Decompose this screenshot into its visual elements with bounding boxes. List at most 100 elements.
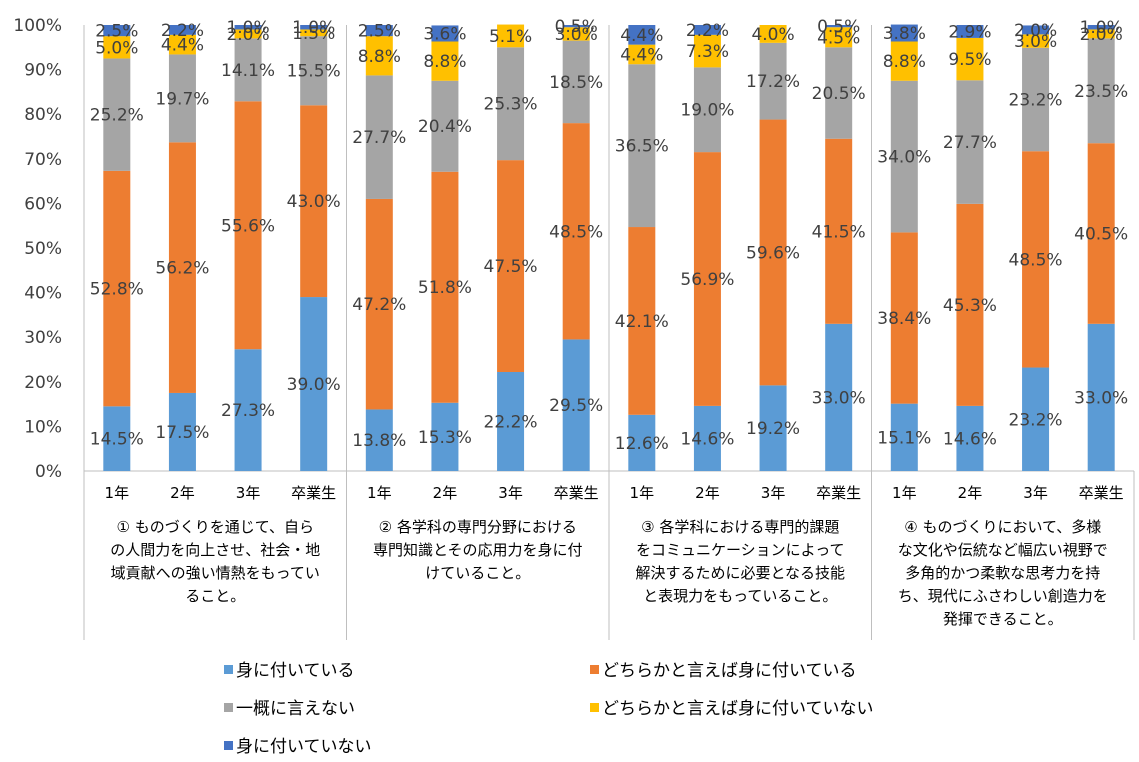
y-tick-label: 60% xyxy=(24,194,62,214)
y-tick-label: 30% xyxy=(24,328,62,348)
bar-segment xyxy=(825,47,853,139)
legend-label: 一概に言えない xyxy=(236,699,355,719)
bar-segment xyxy=(1087,323,1115,471)
data-label: 23.2% xyxy=(1009,410,1063,430)
data-label: 33.0% xyxy=(1074,388,1128,408)
data-label: 19.0% xyxy=(680,101,734,121)
y-tick-label: 10% xyxy=(24,417,62,437)
data-label: 13.8% xyxy=(352,431,406,451)
bar-segment xyxy=(693,34,721,68)
bar-segment xyxy=(431,402,459,471)
data-label: 4.4% xyxy=(620,45,663,65)
bar-segment xyxy=(890,80,918,233)
data-label: 19.2% xyxy=(746,419,800,439)
group-label-line: な文化や伝統など幅広い視野で xyxy=(898,541,1108,559)
group-label-line: ること。 xyxy=(185,587,245,605)
bar-segment xyxy=(168,54,196,143)
bar-segment xyxy=(365,25,393,37)
category-label: 1年 xyxy=(630,484,655,502)
bar-segment xyxy=(431,25,459,42)
bar-segment xyxy=(103,36,131,59)
legend-swatch xyxy=(590,703,599,712)
bar-segment xyxy=(1022,151,1050,368)
bar-segment xyxy=(562,40,590,124)
bar-segment xyxy=(1022,47,1050,152)
group-label-line: 多角的かつ柔軟な思考力を持 xyxy=(905,564,1100,582)
data-label: 0.5% xyxy=(817,17,860,37)
group-label-line: 域貢献への強い情熱をもってい xyxy=(111,564,320,582)
data-label: 12.6% xyxy=(615,434,669,454)
group-label-line: の人間力を向上させ、社会・地 xyxy=(110,541,320,559)
bar-segment xyxy=(1022,25,1050,35)
bar-segment xyxy=(562,123,590,340)
group-label-line: と表現力をもっていること。 xyxy=(643,587,837,605)
category-label: 2年 xyxy=(958,484,983,502)
data-label: 48.5% xyxy=(549,222,603,242)
category-label: 3年 xyxy=(236,484,261,502)
bar-segment xyxy=(1022,34,1050,48)
legend-label: 身に付いていない xyxy=(236,737,372,757)
data-label: 15.3% xyxy=(418,428,472,448)
data-label: 4.4% xyxy=(620,26,663,46)
y-tick-label: 80% xyxy=(24,105,62,125)
legend-swatch xyxy=(224,741,233,750)
bar-segment xyxy=(693,152,721,406)
bar-segment xyxy=(234,101,262,350)
data-label: 3.8% xyxy=(883,24,926,44)
bar-segment xyxy=(956,203,984,406)
bar-segment xyxy=(956,37,984,81)
bar-segment xyxy=(759,119,787,386)
data-label: 56.9% xyxy=(680,270,734,290)
data-label: 2.0% xyxy=(1014,21,1057,41)
bar-segment xyxy=(365,75,393,199)
data-label: 55.6% xyxy=(221,216,275,236)
bar-segment xyxy=(562,27,590,41)
data-label: 51.8% xyxy=(418,278,472,298)
bar-segment xyxy=(168,392,196,471)
bar-segment xyxy=(759,25,787,43)
data-label: 2.2% xyxy=(686,21,729,41)
y-tick-label: 90% xyxy=(24,61,62,81)
data-label: 47.2% xyxy=(352,295,406,315)
data-label: 2.0% xyxy=(226,25,269,45)
bar-segment xyxy=(300,297,328,471)
bar-segment xyxy=(234,38,262,102)
data-label: 1.5% xyxy=(292,24,335,44)
bar-segment xyxy=(759,385,787,471)
data-label: 23.2% xyxy=(1009,90,1063,110)
bar-segment xyxy=(365,198,393,410)
bar-segment xyxy=(890,232,918,404)
data-label: 5.0% xyxy=(95,38,138,58)
bar-segment xyxy=(890,403,918,471)
bar-segment xyxy=(628,44,656,65)
data-label: 43.0% xyxy=(287,192,341,212)
data-label: 14.6% xyxy=(943,429,997,449)
data-label: 2.5% xyxy=(358,22,401,42)
y-tick-label: 20% xyxy=(24,373,62,393)
data-label: 19.7% xyxy=(155,89,209,109)
data-label: 36.5% xyxy=(615,137,669,157)
bar-segment xyxy=(628,227,656,415)
bar-segment xyxy=(825,27,853,48)
bar-segment xyxy=(825,25,853,28)
data-label: 27.7% xyxy=(352,128,406,148)
bar-segment xyxy=(103,58,131,171)
data-label: 2.2% xyxy=(161,21,204,41)
category-label: 1年 xyxy=(892,484,917,502)
bar-segment xyxy=(431,171,459,403)
bar-segment xyxy=(759,42,787,120)
data-label: 3.0% xyxy=(1014,32,1057,52)
bar-segment xyxy=(300,36,328,106)
bar-segment xyxy=(693,405,721,471)
y-tick-label: 100% xyxy=(13,16,62,36)
category-label: 卒業生 xyxy=(554,484,599,502)
group-label-line: ① ものづくりを通じて、自ら xyxy=(117,518,314,536)
category-label: 2年 xyxy=(695,484,720,502)
legend-label: どちらかと言えば身に付いている xyxy=(602,661,857,681)
category-axis: 1年 2年 3年 卒業生 ① ものづくりを通じて、自らの人間力を向上させ、社会・地域貢献… xyxy=(83,471,1135,640)
bar-segment xyxy=(300,29,328,37)
data-label: 47.5% xyxy=(484,257,538,277)
bar-segment xyxy=(890,24,918,42)
data-label: 45.3% xyxy=(943,296,997,316)
data-label: 8.8% xyxy=(423,52,466,72)
